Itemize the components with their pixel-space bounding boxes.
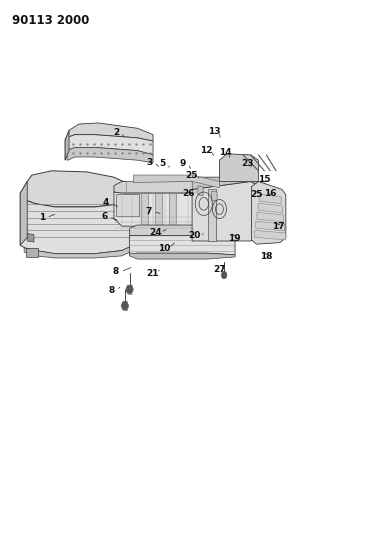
Polygon shape	[114, 181, 223, 198]
Polygon shape	[130, 236, 235, 256]
Polygon shape	[20, 181, 27, 245]
Polygon shape	[26, 248, 38, 257]
Polygon shape	[256, 221, 285, 231]
Polygon shape	[20, 193, 134, 254]
Text: 27: 27	[214, 265, 226, 274]
Text: 25: 25	[250, 190, 262, 199]
Polygon shape	[67, 148, 153, 163]
Polygon shape	[65, 131, 69, 160]
Text: 26: 26	[182, 189, 194, 198]
Text: 24: 24	[149, 228, 162, 237]
Polygon shape	[208, 189, 216, 241]
Polygon shape	[198, 185, 203, 196]
Polygon shape	[114, 192, 223, 231]
Polygon shape	[65, 123, 153, 141]
Polygon shape	[155, 193, 162, 225]
Polygon shape	[116, 194, 140, 216]
Text: 6: 6	[101, 212, 107, 221]
Text: 21: 21	[146, 269, 158, 278]
Polygon shape	[141, 193, 148, 225]
Polygon shape	[258, 203, 282, 213]
Text: 19: 19	[228, 235, 241, 244]
Text: 8: 8	[109, 286, 115, 295]
Polygon shape	[134, 175, 220, 188]
Polygon shape	[24, 245, 134, 258]
Text: 3: 3	[146, 158, 152, 167]
Polygon shape	[192, 181, 258, 241]
Text: 4: 4	[103, 198, 109, 207]
Text: 5: 5	[160, 159, 166, 168]
Text: 7: 7	[145, 207, 152, 216]
Circle shape	[127, 285, 133, 294]
Text: 90113 2000: 90113 2000	[13, 14, 90, 27]
Polygon shape	[251, 181, 286, 244]
Polygon shape	[130, 253, 235, 259]
Text: 2: 2	[113, 128, 119, 137]
Text: 1: 1	[38, 213, 45, 222]
Text: 14: 14	[219, 148, 231, 157]
Polygon shape	[220, 154, 258, 181]
Text: 9: 9	[180, 159, 186, 168]
Polygon shape	[257, 212, 283, 222]
Circle shape	[122, 302, 128, 310]
Polygon shape	[27, 233, 34, 242]
Text: 18: 18	[260, 253, 272, 261]
Text: 17: 17	[272, 222, 284, 231]
Polygon shape	[192, 177, 258, 189]
Polygon shape	[254, 230, 286, 240]
Text: 8: 8	[113, 268, 119, 276]
Text: 10: 10	[158, 244, 170, 253]
Text: 20: 20	[189, 231, 201, 240]
Text: 23: 23	[241, 159, 254, 168]
Polygon shape	[169, 193, 176, 225]
Circle shape	[221, 271, 227, 279]
Polygon shape	[20, 171, 134, 207]
Text: 16: 16	[264, 189, 276, 198]
Polygon shape	[130, 225, 235, 239]
Polygon shape	[65, 135, 153, 160]
Text: 25: 25	[185, 171, 198, 180]
Polygon shape	[212, 191, 217, 201]
Polygon shape	[259, 194, 281, 204]
Text: 13: 13	[209, 127, 221, 136]
Polygon shape	[126, 181, 192, 192]
Text: 12: 12	[200, 146, 213, 155]
Text: 15: 15	[258, 175, 270, 184]
